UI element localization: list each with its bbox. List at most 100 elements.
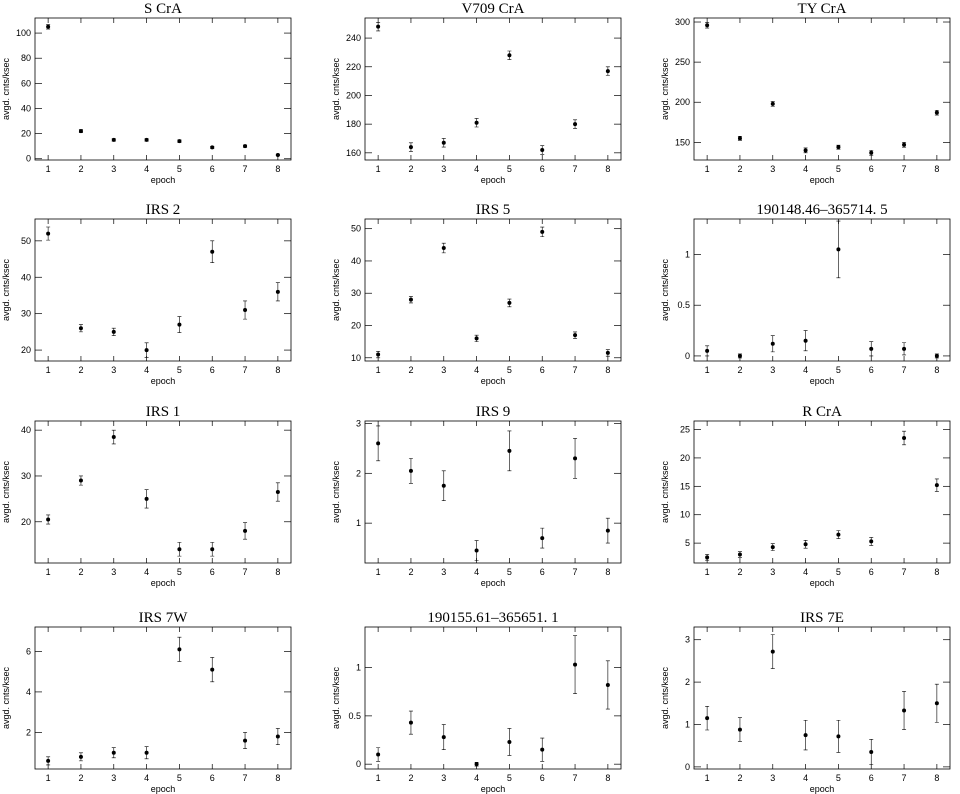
- x-tick-label: 3: [111, 164, 116, 174]
- data-series: [376, 22, 610, 155]
- x-tick-label: 3: [111, 773, 116, 783]
- x-tick-label: 7: [902, 773, 907, 783]
- y-tick-label: 3: [356, 418, 361, 428]
- data-point: [507, 739, 512, 744]
- x-tick-label: 2: [78, 567, 83, 577]
- x-tick-label: 4: [144, 164, 149, 174]
- plot-frame: [34, 420, 292, 564]
- x-tick-label: 4: [474, 164, 479, 174]
- panel-title: R CrA: [802, 404, 842, 420]
- x-tick-label: 7: [573, 773, 578, 783]
- panel-title: 190148.46–365714. 5: [756, 202, 887, 218]
- data-point: [770, 101, 775, 106]
- x-tick-label: 3: [770, 164, 775, 174]
- x-tick-label: 2: [408, 365, 413, 375]
- data-point: [210, 547, 215, 552]
- y-tick-label: 160: [346, 148, 361, 158]
- y-tick-label: 6: [26, 646, 31, 656]
- x-tick-label: 2: [78, 164, 83, 174]
- y-tick-label: 250: [675, 57, 690, 67]
- x-tick-label: 3: [441, 773, 446, 783]
- data-point: [902, 346, 907, 351]
- x-axis-label: epoch: [481, 784, 506, 794]
- data-point: [902, 708, 907, 713]
- data-point: [376, 441, 381, 446]
- x-tick-label: 2: [737, 567, 742, 577]
- x-tick-label: 2: [78, 773, 83, 783]
- data-series: [376, 226, 610, 359]
- x-tick-label: 5: [507, 567, 512, 577]
- panel-title: IRS 9: [476, 404, 511, 420]
- data-point: [605, 528, 610, 533]
- panel-title: IRS 2: [146, 202, 181, 218]
- x-tick-label: 3: [770, 773, 775, 783]
- data-point: [78, 754, 83, 759]
- data-point: [507, 448, 512, 453]
- data-point: [573, 333, 578, 338]
- data-point: [705, 348, 710, 353]
- x-tick-label: 4: [803, 365, 808, 375]
- x-tick-label: 2: [737, 365, 742, 375]
- x-tick-label: 1: [376, 164, 381, 174]
- data-point: [934, 353, 939, 358]
- data-point: [408, 297, 413, 302]
- plot-frame: [364, 626, 622, 770]
- data-series: [46, 636, 280, 766]
- y-axis-label: avgd. cnts/ksec: [1, 460, 11, 523]
- plot-frame: [364, 17, 622, 161]
- data-point: [441, 246, 446, 251]
- y-tick-label: 40: [21, 425, 31, 435]
- y-axis-label: avgd. cnts/ksec: [331, 258, 341, 321]
- y-axis-label: avgd. cnts/ksec: [660, 666, 670, 729]
- data-point: [869, 539, 874, 544]
- y-tick-label: 150: [675, 137, 690, 147]
- x-axis-label: epoch: [481, 578, 506, 588]
- panel-title: 190155.61–365651. 1: [427, 610, 558, 626]
- x-axis-label: epoch: [151, 578, 176, 588]
- data-point: [770, 341, 775, 346]
- y-tick-label: 100: [16, 28, 31, 38]
- x-tick-label: 1: [376, 365, 381, 375]
- x-tick-label: 5: [507, 773, 512, 783]
- x-tick-label: 2: [408, 164, 413, 174]
- data-point: [573, 456, 578, 461]
- data-point: [275, 289, 280, 294]
- x-tick-label: 6: [210, 164, 215, 174]
- panel-title: S CrA: [144, 1, 182, 17]
- y-tick-label: 30: [21, 309, 31, 319]
- x-tick-label: 6: [869, 773, 874, 783]
- x-tick-label: 2: [78, 365, 83, 375]
- x-axis-label: epoch: [481, 376, 506, 386]
- y-tick-label: 1: [685, 719, 690, 729]
- y-tick-label: 200: [346, 90, 361, 100]
- data-point: [441, 140, 446, 145]
- x-axis-label: epoch: [810, 578, 835, 588]
- y-tick-label: 50: [351, 224, 361, 234]
- data-point: [275, 490, 280, 494]
- y-axis-label: avgd. cnts/ksec: [331, 460, 341, 523]
- data-point: [441, 735, 446, 740]
- x-tick-label: 3: [111, 567, 116, 577]
- plot-frame: [364, 218, 622, 362]
- data-point: [803, 148, 808, 153]
- data-point: [210, 249, 215, 254]
- x-tick-label: 7: [902, 365, 907, 375]
- x-tick-label: 2: [408, 567, 413, 577]
- x-axis-label: epoch: [481, 175, 506, 185]
- y-tick-label: 0: [685, 762, 690, 772]
- x-tick-label: 7: [243, 164, 248, 174]
- data-point: [836, 145, 841, 150]
- x-tick-label: 1: [705, 164, 710, 174]
- y-tick-label: 25: [680, 425, 690, 435]
- data-point: [507, 53, 512, 58]
- x-tick-label: 8: [275, 365, 280, 375]
- x-tick-label: 8: [275, 567, 280, 577]
